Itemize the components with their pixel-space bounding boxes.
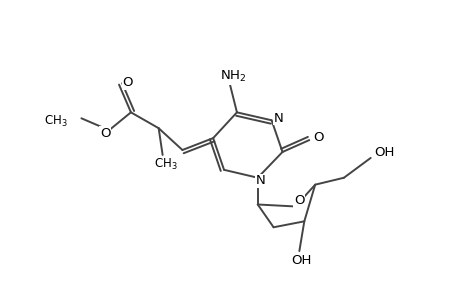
- Text: O: O: [293, 194, 304, 207]
- Text: O: O: [312, 130, 323, 144]
- Text: O: O: [123, 76, 133, 89]
- Text: OH: OH: [291, 254, 311, 268]
- Text: O: O: [100, 127, 110, 140]
- Text: N: N: [273, 112, 283, 125]
- Text: CH$_3$: CH$_3$: [153, 157, 177, 172]
- Text: CH$_3$: CH$_3$: [44, 114, 67, 129]
- Text: N: N: [255, 174, 265, 187]
- Text: NH$_2$: NH$_2$: [219, 69, 246, 84]
- Text: OH: OH: [374, 146, 394, 160]
